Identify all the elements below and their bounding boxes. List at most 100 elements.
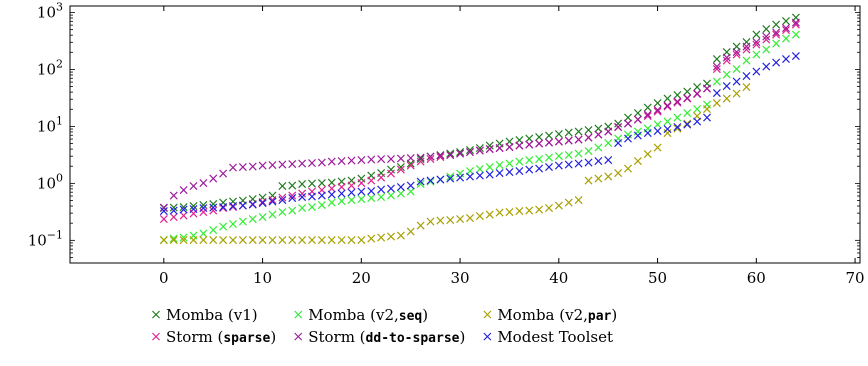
data-point: ×	[612, 131, 624, 147]
data-point: ×	[365, 152, 377, 168]
data-point: ×	[691, 108, 703, 124]
data-point: ×	[563, 125, 575, 141]
data-point: ×	[652, 140, 664, 156]
legend-marker-icon: ×	[292, 307, 305, 323]
data-point: ×	[602, 119, 614, 135]
data-point: ×	[612, 136, 624, 152]
data-point: ×	[355, 232, 367, 248]
data-point: ×	[563, 133, 575, 149]
data-point: ×	[662, 114, 674, 130]
data-point: ×	[583, 173, 595, 189]
data-point: ×	[494, 158, 506, 174]
data-point: ×	[237, 232, 249, 248]
data-point: ×	[533, 136, 545, 152]
x-tick-label: 60	[747, 269, 766, 287]
data-point: ×	[652, 96, 664, 112]
data-point: ×	[247, 192, 259, 208]
x-tick-label: 70	[846, 269, 865, 287]
data-point: ×	[592, 171, 604, 187]
data-point: ×	[494, 165, 506, 181]
y-tick-label: 101	[37, 114, 63, 135]
data-point: ×	[553, 134, 565, 150]
data-point: ×	[444, 147, 456, 163]
data-point: ×	[592, 140, 604, 156]
data-point: ×	[197, 226, 209, 242]
data-point: ×	[306, 189, 318, 205]
data-point: ×	[731, 47, 743, 63]
data-point: ×	[513, 164, 525, 180]
data-point: ×	[701, 97, 713, 113]
data-point: ×	[691, 86, 703, 102]
data-point: ×	[681, 90, 693, 106]
data-point: ×	[741, 80, 753, 96]
data-point: ×	[375, 165, 387, 181]
data-point: ×	[346, 185, 358, 201]
data-point: ×	[415, 218, 427, 234]
data-point: ×	[731, 39, 743, 55]
data-point: ×	[276, 179, 288, 195]
data-point: ×	[464, 211, 476, 227]
data-point: ×	[188, 179, 200, 195]
y-tick-label: 103	[37, 0, 63, 21]
data-point: ×	[612, 165, 624, 181]
data-point: ×	[632, 112, 644, 128]
data-point: ×	[721, 50, 733, 66]
data-point: ×	[662, 122, 674, 138]
data-point: ×	[642, 147, 654, 163]
data-point: ×	[276, 157, 288, 173]
data-point: ×	[681, 91, 693, 107]
data-point: ×	[444, 212, 456, 228]
x-tick-label: 0	[159, 269, 169, 287]
data-point: ×	[780, 21, 792, 37]
data-point: ×	[286, 191, 298, 207]
data-point: ×	[296, 190, 308, 206]
data-point: ×	[188, 228, 200, 244]
data-point: ×	[346, 178, 358, 194]
data-point: ×	[237, 214, 249, 230]
data-point: ×	[671, 94, 683, 110]
data-point: ×	[217, 201, 229, 217]
data-point: ×	[247, 196, 259, 212]
data-point: ×	[543, 135, 555, 151]
data-point: ×	[592, 154, 604, 170]
data-point: ×	[346, 153, 358, 169]
data-point: ×	[701, 101, 713, 117]
data-point: ×	[395, 162, 407, 178]
data-point: ×	[355, 192, 367, 208]
data-point: ×	[553, 127, 565, 143]
data-point: ×	[573, 132, 585, 148]
data-point: ×	[671, 120, 683, 136]
data-point: ×	[741, 39, 753, 55]
legend-label: Momba (v1)	[166, 306, 258, 324]
data-point: ×	[158, 232, 170, 248]
data-point: ×	[533, 202, 545, 218]
data-point: ×	[543, 201, 555, 217]
legend-item: × Momba (v1)	[150, 306, 276, 324]
data-point: ×	[681, 105, 693, 121]
data-point: ×	[494, 140, 506, 156]
data-point: ×	[563, 133, 575, 149]
data-point: ×	[197, 201, 209, 217]
data-point: ×	[296, 232, 308, 248]
data-point: ×	[415, 174, 427, 190]
data-point: ×	[513, 132, 525, 148]
data-point: ×	[484, 142, 496, 158]
data-point: ×	[504, 139, 516, 155]
data-point: ×	[474, 209, 486, 225]
x-tick-label: 20	[352, 269, 371, 287]
data-point: ×	[158, 204, 170, 220]
data-point: ×	[415, 152, 427, 168]
data-point: ×	[168, 232, 180, 248]
legend-label: Storm (dd-to-sparse)	[308, 328, 466, 346]
data-point: ×	[326, 232, 338, 248]
data-point: ×	[711, 96, 723, 112]
data-point: ×	[316, 232, 328, 248]
data-point: ×	[474, 162, 486, 178]
data-point: ×	[168, 200, 180, 216]
data-point: ×	[790, 27, 802, 43]
data-point: ×	[760, 59, 772, 75]
data-point: ×	[207, 222, 219, 238]
data-point: ×	[464, 144, 476, 160]
data-point: ×	[484, 142, 496, 158]
data-point: ×	[296, 156, 308, 172]
